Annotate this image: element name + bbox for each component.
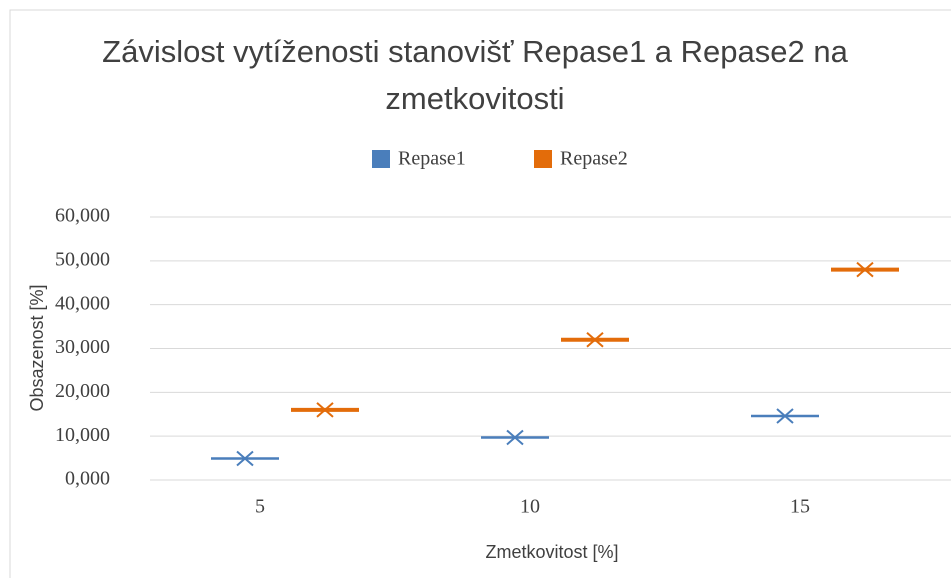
chart-title: Závislost vytíženosti stanovišť Repase1 … <box>102 34 848 116</box>
y-tick-label: 10,000 <box>55 424 110 446</box>
x-tick-label: 15 <box>790 496 810 518</box>
y-tick-label: 60,000 <box>55 205 110 227</box>
y-axis-title: Obsazenost [%] <box>27 284 47 411</box>
mean-marker <box>586 331 604 348</box>
mean-marker <box>236 450 254 467</box>
mean-marker <box>856 261 874 278</box>
x-axis-title: Zmetkovitost [%] <box>485 542 618 562</box>
legend-label: Repase1 <box>398 148 466 170</box>
legend-swatch <box>372 150 390 168</box>
y-tick-label: 40,000 <box>55 292 110 314</box>
y-tick-label: 20,000 <box>55 380 110 402</box>
y-tick-label: 0,000 <box>65 468 110 490</box>
mean-marker <box>316 402 334 418</box>
mean-marker <box>776 408 794 424</box>
y-tick-label: 30,000 <box>55 336 110 358</box>
legend-label: Repase2 <box>560 148 628 170</box>
y-tick-label: 50,000 <box>55 248 110 270</box>
x-tick-label: 5 <box>255 496 265 518</box>
legend-swatch <box>534 150 552 168</box>
x-tick-label: 10 <box>520 496 540 518</box>
chart-border <box>9 9 951 578</box>
mean-marker <box>506 429 524 446</box>
